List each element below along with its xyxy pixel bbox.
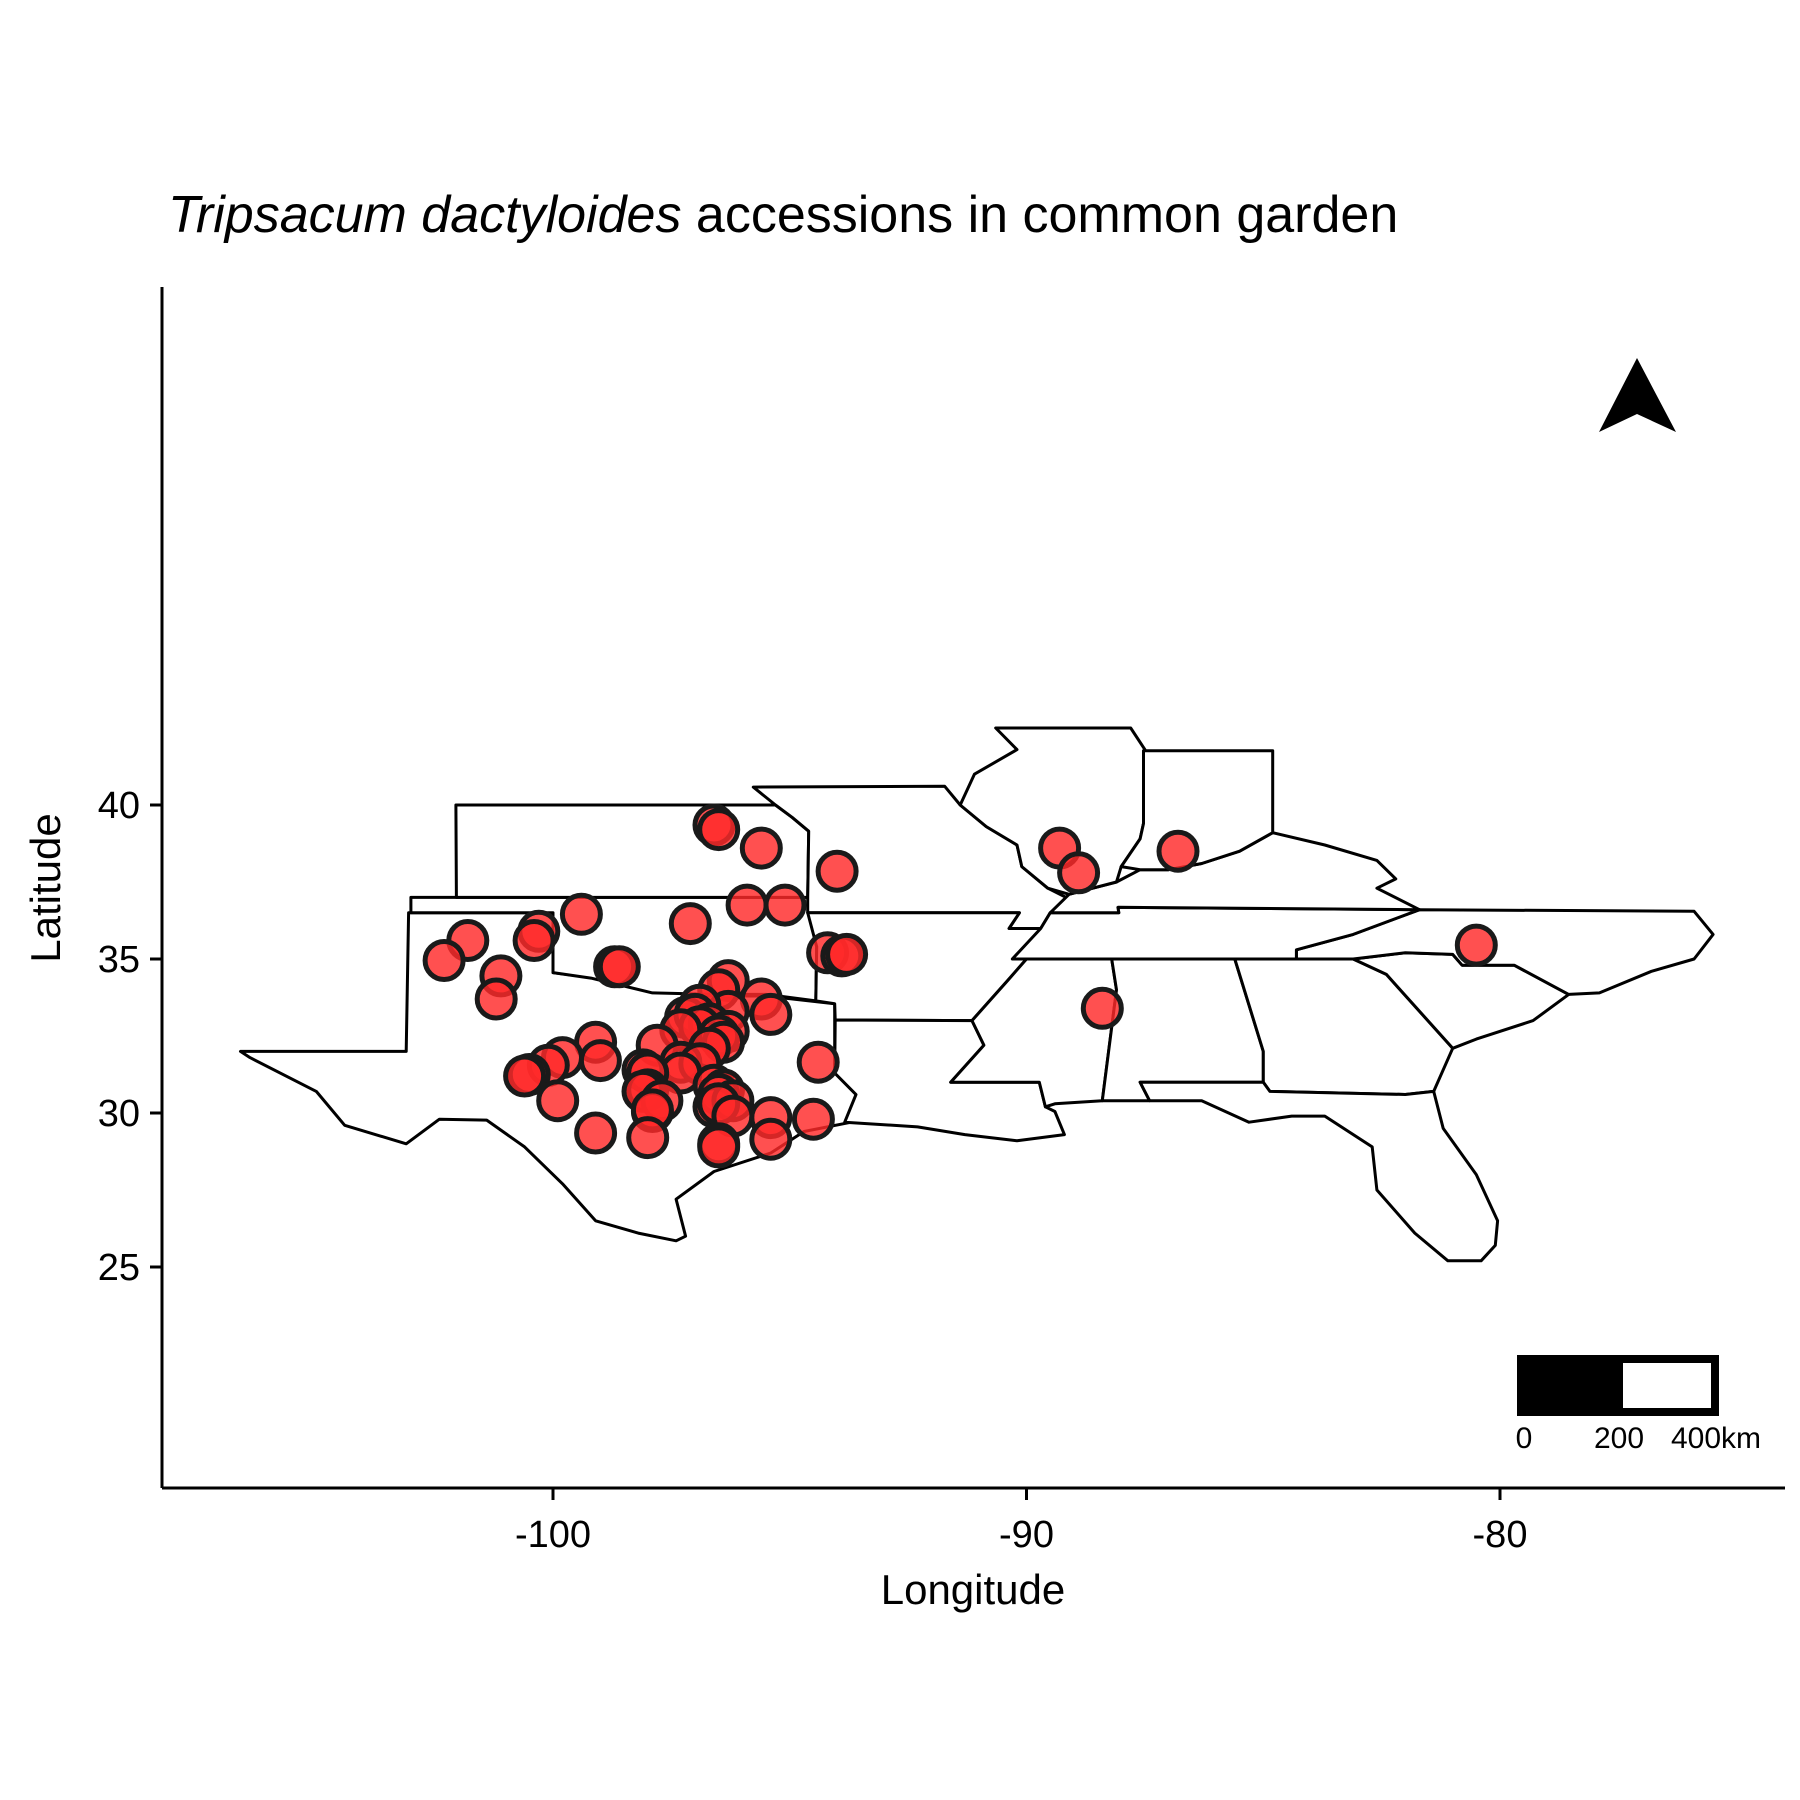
x-axis-ticks: -100 -90 -80 (515, 1488, 1527, 1556)
scale-bar: 0 200 400km (1516, 1355, 1761, 1455)
y-axis-label: Latitude (22, 813, 69, 962)
accession-point (763, 883, 807, 927)
accession-point (791, 1097, 835, 1141)
scale-label-0: 0 (1516, 1422, 1533, 1455)
y-tick-label: 30 (98, 1093, 140, 1135)
accession-point (536, 1079, 580, 1123)
accession-point (474, 977, 518, 1021)
y-tick-label: 25 (98, 1247, 140, 1289)
accession-point (578, 1039, 622, 1083)
accession-point (512, 919, 556, 962)
accession-point (749, 1117, 793, 1161)
y-tick-label: 35 (98, 939, 140, 981)
accession-point (1080, 986, 1124, 1030)
accession-point (825, 932, 869, 976)
accession-point (815, 849, 859, 893)
accession-point (697, 808, 741, 852)
x-tick-label: -90 (999, 1514, 1054, 1556)
accession-point (503, 1054, 547, 1098)
accession-point (1057, 851, 1101, 895)
x-tick-label: -80 (1473, 1514, 1528, 1556)
accession-points (422, 803, 1498, 1169)
chart-title: Tripsacum dactyloides accessions in comm… (168, 186, 1398, 244)
state-borders (239, 726, 1715, 1263)
accession-point (1156, 829, 1200, 873)
scale-bar-white (1615, 1355, 1719, 1416)
accession-point (559, 892, 603, 936)
state-mississippi (949, 957, 1118, 1109)
accession-point (422, 939, 466, 982)
chart-title-rest: accessions in common garden (681, 186, 1398, 244)
chart-title-species: Tripsacum dactyloides (168, 186, 681, 244)
scale-label-200: 200 (1594, 1422, 1644, 1455)
accession-point (796, 1040, 840, 1084)
accession-point (597, 945, 641, 989)
scale-label-400km: 400km (1671, 1422, 1761, 1455)
x-axis-label: Longitude (881, 1566, 1066, 1613)
accession-point (1454, 923, 1498, 967)
scale-bar-black (1521, 1359, 1619, 1412)
x-tick-label: -100 (515, 1514, 591, 1556)
accession-point (725, 883, 769, 927)
state-alabama (1100, 957, 1265, 1103)
y-tick-label: 40 (98, 785, 140, 827)
state-kentucky (1048, 831, 1421, 915)
north-arrow-icon (1599, 358, 1676, 432)
accession-point (574, 1111, 618, 1155)
state-florida (1138, 1080, 1500, 1263)
accession-point (626, 1116, 670, 1160)
y-axis-ticks: 25 30 35 40 (98, 785, 162, 1289)
accession-point (739, 826, 783, 870)
scale-bar-frame (1517, 1355, 1719, 1416)
accession-point (697, 1125, 741, 1169)
accession-point (749, 992, 793, 1036)
accession-point (668, 902, 712, 946)
